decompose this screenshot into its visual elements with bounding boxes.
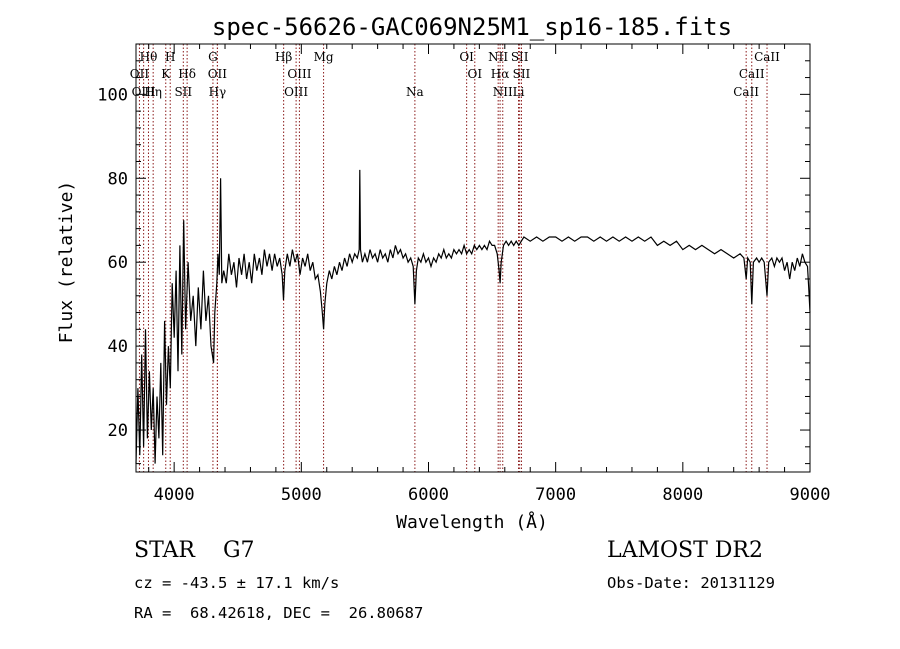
line-marker-label-26: CaII — [733, 85, 759, 99]
spectrum-line-0 — [135, 169, 811, 464]
line-marker-label-22: SII — [513, 67, 531, 81]
line-marker-label-14: Mg — [314, 50, 334, 64]
redshift-velocity: cz = -43.5 ± 17.1 km/s — [134, 574, 340, 592]
x-tick-label-4: 8000 — [662, 485, 703, 505]
line-marker-label-19: Hα — [491, 67, 510, 81]
line-marker-label-9: OII — [208, 67, 228, 81]
line-marker-label-10: Hγ — [209, 85, 227, 99]
line-marker-label-12: OIII — [287, 67, 311, 81]
line-marker-label-17: OI — [467, 67, 482, 81]
y-tick-label-0: 20 — [108, 421, 128, 441]
survey-name: LAMOST DR2 — [607, 538, 763, 563]
sky-coordinates: RA = 68.42618, DEC = 26.80687 — [134, 604, 424, 622]
line-marker-label-3: Hη — [144, 85, 162, 99]
line-marker-label-0: Hθ — [140, 50, 158, 64]
x-tick-label-5: 9000 — [790, 485, 831, 505]
x-tick-label-0: 4000 — [154, 485, 195, 505]
x-tick-label-1: 5000 — [281, 485, 322, 505]
line-marker-label-8: G — [208, 50, 218, 64]
line-marker-label-21: SII — [511, 50, 529, 64]
line-marker-label-16: OI — [459, 50, 474, 64]
y-axis-label: Flux (relative) — [56, 181, 77, 344]
y-tick-label-3: 80 — [108, 169, 128, 189]
line-marker-label-13: OIII — [284, 85, 308, 99]
line-marker-label-11: Hβ — [275, 50, 292, 64]
chart-title: spec-56626-GAC069N25M1_sp16-185.fits — [212, 13, 732, 41]
spectrum-series — [135, 169, 811, 464]
y-tick-label-2: 60 — [108, 253, 128, 273]
line-marker-label-2: OIII — [132, 85, 156, 99]
line-marker-label-25: CaII — [739, 67, 765, 81]
line-marker-label-1: OII — [130, 67, 150, 81]
line-marker-label-18: NII — [488, 50, 508, 64]
x-tick-label-3: 7000 — [535, 485, 576, 505]
line-marker-label-6: Hδ — [178, 67, 196, 81]
axes: 4000 5000 6000 7000 8000 9000 20 40 60 80 100 — [97, 44, 830, 505]
line-marker-label-7: SII — [174, 85, 192, 99]
observation-date: Obs-Date: 20131129 — [607, 574, 775, 592]
line-marker-label-4: H — [165, 50, 175, 64]
line-marker-label-20: NII — [493, 85, 513, 99]
line-marker-label-24: CaII — [754, 50, 780, 64]
y-tick-label-4: 100 — [97, 85, 128, 105]
y-tick-label-1: 40 — [108, 337, 128, 357]
line-marker-label-5: K — [161, 67, 171, 81]
line-marker-label-15: Na — [406, 85, 424, 99]
x-tick-label-2: 6000 — [408, 485, 449, 505]
object-class: STAR G7 — [134, 538, 255, 563]
plot-frame — [135, 43, 811, 473]
line-marker-label-23: Li — [513, 85, 525, 99]
x-axis-label: Wavelength (Å) — [396, 511, 548, 533]
